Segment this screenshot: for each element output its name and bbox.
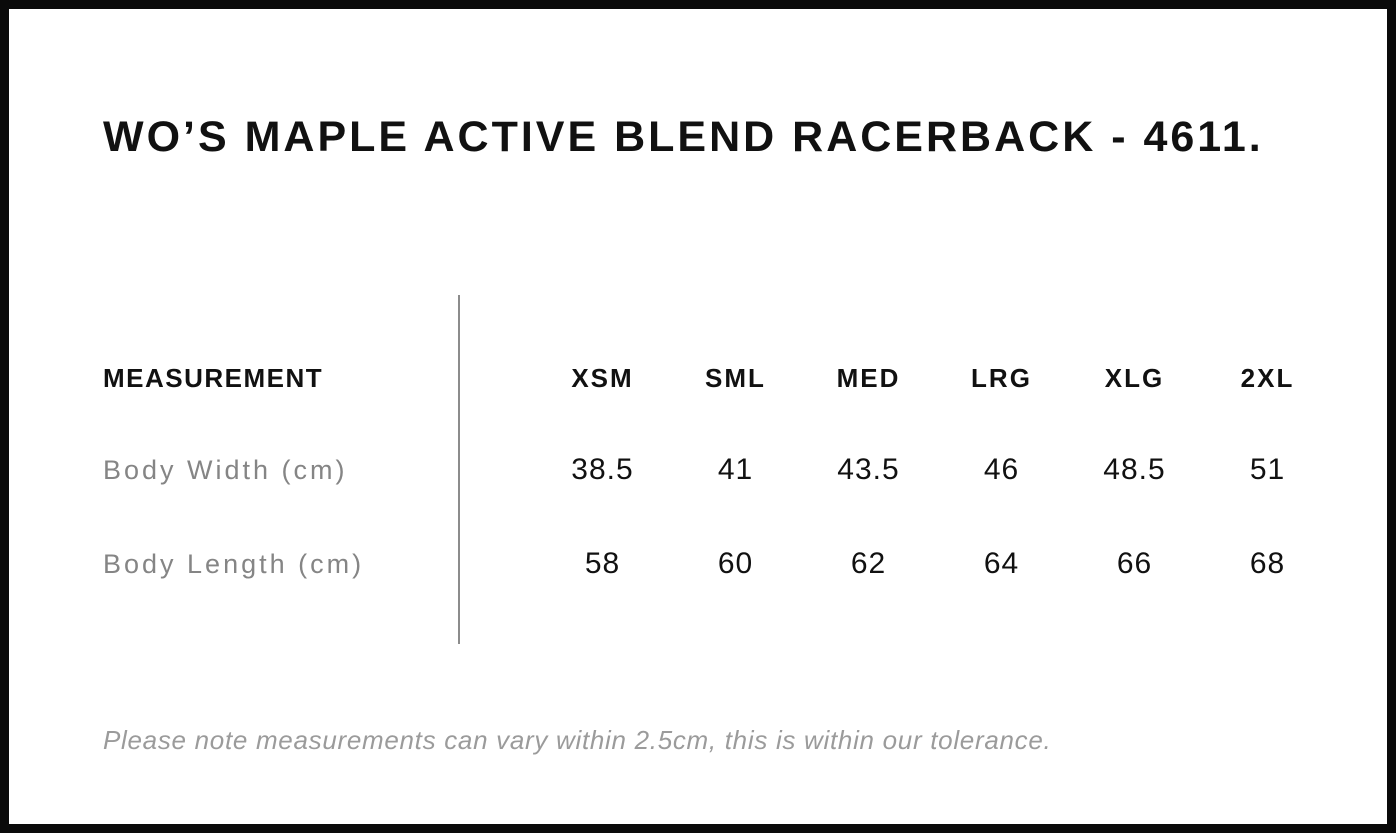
measurement-value-body-width-lrg: 46 (983, 453, 1020, 486)
size-column-header-sml: SML (705, 363, 766, 393)
body-length-values: 58 60 62 64 66 68 (536, 540, 1334, 588)
size-column-header-xlg: XLG (1104, 363, 1165, 393)
measurement-value-body-width-2xl: 51 (1249, 453, 1286, 486)
body-width-values: 38.5 41 43.5 46 48.5 51 (536, 446, 1334, 494)
measurement-value-body-length-med: 62 (850, 547, 887, 580)
size-column-header-lrg: LRG (971, 363, 1032, 393)
tolerance-note: Please note measurements can vary within… (103, 725, 1052, 755)
row-label-body-length: Body Length (cm) (103, 549, 365, 579)
table-row-body-width: Body Width (cm) 38.5 41 43.5 46 48.5 51 (9, 446, 1387, 494)
size-column-header-med: MED (836, 363, 901, 393)
measurement-value-body-length-xsm: 58 (584, 547, 621, 580)
measurement-value-body-width-med: 43.5 (837, 453, 900, 486)
table-row-body-length: Body Length (cm) 58 60 62 64 66 68 (9, 540, 1387, 588)
measurement-value-body-width-xsm: 38.5 (571, 453, 634, 486)
size-column-header-2xl: 2XL (1240, 363, 1295, 393)
measurement-value-body-length-2xl: 68 (1249, 547, 1286, 580)
table-header-row: MEASUREMENT XSM SML MED LRG XLG 2XL (9, 354, 1387, 402)
size-header-cells: XSM SML MED LRG XLG 2XL (536, 354, 1334, 402)
vertical-divider (458, 295, 460, 644)
measurement-value-body-length-sml: 60 (717, 547, 754, 580)
measurement-value-body-length-lrg: 64 (983, 547, 1020, 580)
measurement-value-body-length-xlg: 66 (1116, 547, 1153, 580)
product-title: WO’S MAPLE ACTIVE BLEND RACERBACK - 4611… (103, 113, 1264, 161)
measurement-value-body-width-xlg: 48.5 (1103, 453, 1166, 486)
measurement-value-body-width-sml: 41 (717, 453, 754, 486)
size-column-header-xsm: XSM (571, 363, 634, 393)
row-label-body-width: Body Width (cm) (103, 455, 348, 485)
measurement-header: MEASUREMENT (103, 363, 324, 393)
